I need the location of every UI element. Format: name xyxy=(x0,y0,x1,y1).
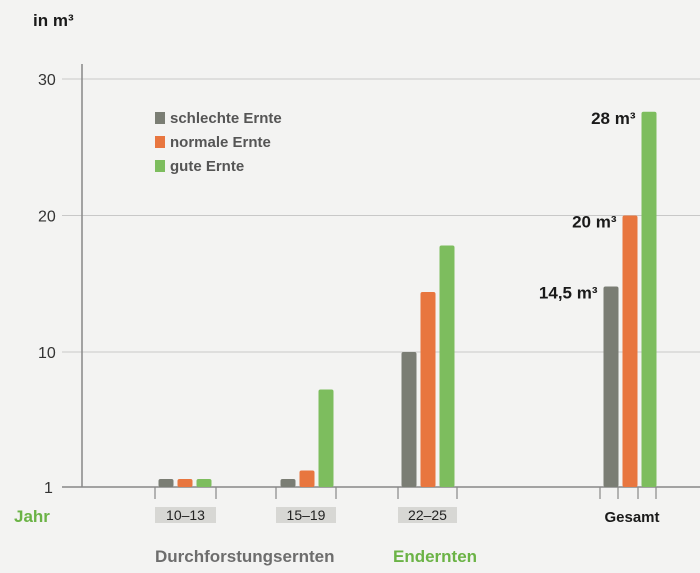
x-tick-label-3: Gesamt xyxy=(604,509,659,526)
bar-4-2 xyxy=(622,215,638,487)
group-label-1: Durchforstungsernten xyxy=(155,547,334,566)
bar-1-3 xyxy=(196,479,212,487)
bar-4-1 xyxy=(603,286,619,487)
bar-3-1 xyxy=(401,352,417,487)
x-tick-label-1: 15–19 xyxy=(287,507,326,523)
labels: 1 10 20 30 10–13 15–19 22–25 Gesamt 14,5 m³ 20 m³… xyxy=(38,72,660,526)
y-tick-label-10: 10 xyxy=(38,345,56,362)
axes xyxy=(62,64,700,523)
bar-3-3 xyxy=(439,245,455,487)
y-tick-label-20: 20 xyxy=(38,209,56,226)
y-tick-label-30: 30 xyxy=(38,72,56,89)
value-label-3: 28 m³ xyxy=(591,109,636,128)
bar-2-3 xyxy=(318,389,334,487)
gridlines xyxy=(62,78,700,353)
unit-label: in m³ xyxy=(33,11,74,30)
legend-swatch-2 xyxy=(155,136,165,148)
group-label-2: Endernten xyxy=(393,547,477,566)
value-label-2: 20 m³ xyxy=(572,213,617,232)
category-box-2 xyxy=(398,507,457,523)
bar-2-1 xyxy=(280,479,296,487)
bars xyxy=(158,111,657,487)
bar-1-1 xyxy=(158,479,174,487)
category-box-1 xyxy=(276,507,336,523)
legend-swatch-1 xyxy=(155,112,165,124)
value-label-1: 14,5 m³ xyxy=(539,283,598,302)
group-labels: Durchforstungsernten Endernten xyxy=(155,547,477,566)
x-tick-label-0: 10–13 xyxy=(166,507,205,523)
legend: schlechte Ernte normale Ernte gute Ernte xyxy=(155,110,282,175)
y-tick-label-1: 1 xyxy=(44,480,53,497)
bar-4-3 xyxy=(641,111,657,487)
legend-label-1: schlechte Ernte xyxy=(170,110,282,127)
x-axis-label: Jahr xyxy=(14,507,50,526)
legend-label-3: gute Ernte xyxy=(170,158,244,175)
bar-3-2 xyxy=(420,291,436,487)
legend-label-2: normale Ernte xyxy=(170,134,271,151)
legend-swatch-3 xyxy=(155,160,165,172)
bar-2-2 xyxy=(299,470,315,487)
category-box-0 xyxy=(155,507,216,523)
bar-1-2 xyxy=(177,479,193,487)
x-tick-label-2: 22–25 xyxy=(408,507,447,523)
